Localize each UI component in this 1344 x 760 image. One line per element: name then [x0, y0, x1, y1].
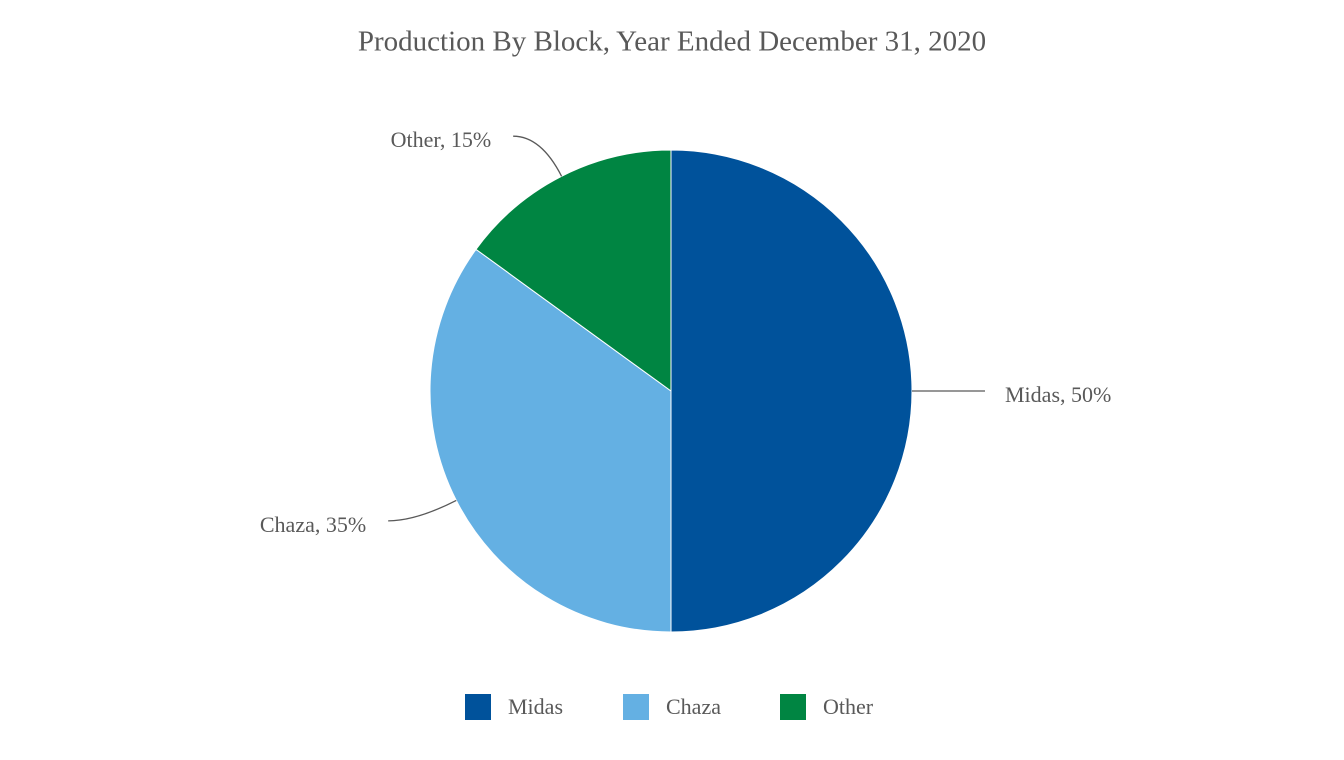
data-label: Midas, 50%	[1005, 382, 1111, 407]
legend-label: Chaza	[666, 694, 721, 719]
pie-slice	[670, 149, 913, 633]
data-label: Other, 15%	[391, 127, 492, 152]
legend-label: Midas	[508, 694, 563, 719]
leader-line	[388, 499, 457, 522]
legend-swatch	[623, 694, 649, 720]
legend-swatch	[780, 694, 806, 720]
data-label: Chaza, 35%	[260, 512, 366, 537]
chart-title: Production By Block, Year Ended December…	[358, 26, 986, 58]
pie-slice	[475, 149, 672, 392]
leader-line	[513, 135, 563, 177]
pie-slice	[429, 248, 672, 633]
legend-swatch	[465, 694, 491, 720]
legend-label: Other	[823, 694, 874, 719]
